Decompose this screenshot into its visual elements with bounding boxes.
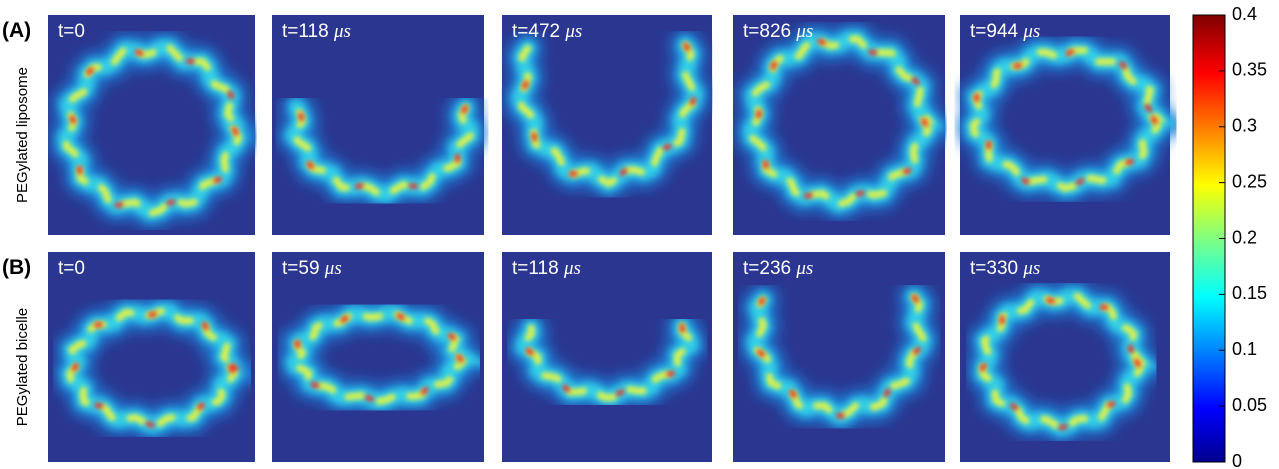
heatmap-panel: t=472 μs bbox=[502, 15, 712, 235]
density-peak bbox=[67, 308, 241, 428]
time-unit: μs bbox=[563, 258, 581, 279]
time-unit: μs bbox=[1022, 258, 1040, 279]
time-value: t=0 bbox=[58, 21, 85, 42]
heatmap-panel: t=826 μs bbox=[733, 15, 960, 235]
time-unit: μs bbox=[795, 258, 813, 279]
colorbar-tick-label: 0 bbox=[1232, 451, 1242, 469]
density-ring bbox=[964, 42, 1177, 197]
time-unit: μs bbox=[1022, 21, 1040, 42]
time-unit: μs bbox=[564, 21, 582, 42]
time-value: t=944 bbox=[970, 21, 1019, 42]
time-label: t=826 μs bbox=[743, 21, 813, 42]
density-peak bbox=[748, 36, 934, 208]
time-value: t=236 bbox=[743, 258, 791, 279]
time-value: t=826 bbox=[743, 21, 791, 42]
colorbar-tick-label: 0.2 bbox=[1232, 227, 1257, 247]
time-value: t=118 bbox=[512, 258, 559, 279]
row-label: PEGylated liposome bbox=[14, 67, 31, 203]
heatmap-panel: t=944 μs bbox=[957, 15, 1194, 235]
colorbar-tick-label: 0.3 bbox=[1232, 116, 1257, 136]
time-unit: μs bbox=[324, 258, 342, 279]
heatmap-panel: t=59 μs bbox=[272, 252, 510, 462]
time-label: t=118 μs bbox=[282, 21, 351, 42]
row-label: PEGylated bicelle bbox=[14, 308, 31, 426]
time-unit: μs bbox=[795, 21, 813, 42]
colorbar-tick-label: 0.05 bbox=[1232, 395, 1267, 415]
time-label: t=0 bbox=[58, 21, 85, 42]
time-label: t=472 μs bbox=[512, 21, 582, 42]
time-label: t=0 bbox=[58, 258, 85, 279]
time-label: t=118 μs bbox=[512, 258, 581, 279]
colorbar-tick-label: 0.25 bbox=[1232, 171, 1267, 191]
density-peak bbox=[979, 293, 1147, 431]
density-core bbox=[515, 41, 700, 188]
time-value: t=0 bbox=[58, 258, 85, 279]
time-value: t=472 bbox=[512, 21, 560, 42]
heatmap-panel: t=236 μs bbox=[733, 252, 945, 462]
density-peak bbox=[752, 294, 927, 420]
colorbar-tick-label: 0.15 bbox=[1232, 283, 1267, 303]
heatmap-panel: t=118 μs bbox=[272, 15, 486, 235]
density-core bbox=[519, 322, 695, 402]
heatmap-panel: t=0 bbox=[48, 15, 269, 235]
heatmap-panel: t=330 μs bbox=[960, 252, 1174, 462]
time-label: t=944 μs bbox=[970, 21, 1040, 42]
density-core bbox=[289, 103, 474, 199]
time-unit: μs bbox=[333, 21, 351, 42]
colorbar-tick-label: 0.4 bbox=[1232, 4, 1257, 24]
colorbar-tick-label: 0.1 bbox=[1232, 339, 1257, 359]
time-value: t=330 bbox=[970, 258, 1018, 279]
density-core bbox=[290, 310, 474, 406]
time-label: t=59 μs bbox=[282, 258, 342, 279]
colorbar-tick-label: 0.35 bbox=[1232, 60, 1267, 80]
panel-label: (A) bbox=[2, 19, 31, 42]
time-label: t=236 μs bbox=[743, 258, 813, 279]
time-label: t=330 μs bbox=[970, 258, 1040, 279]
heatmap-panel: t=118 μs bbox=[502, 252, 712, 462]
panel-label: (B) bbox=[2, 256, 31, 279]
time-value: t=59 bbox=[282, 258, 320, 279]
time-value: t=118 bbox=[282, 21, 329, 42]
density-core bbox=[61, 44, 246, 218]
heatmap-panel: t=0 bbox=[48, 252, 272, 462]
